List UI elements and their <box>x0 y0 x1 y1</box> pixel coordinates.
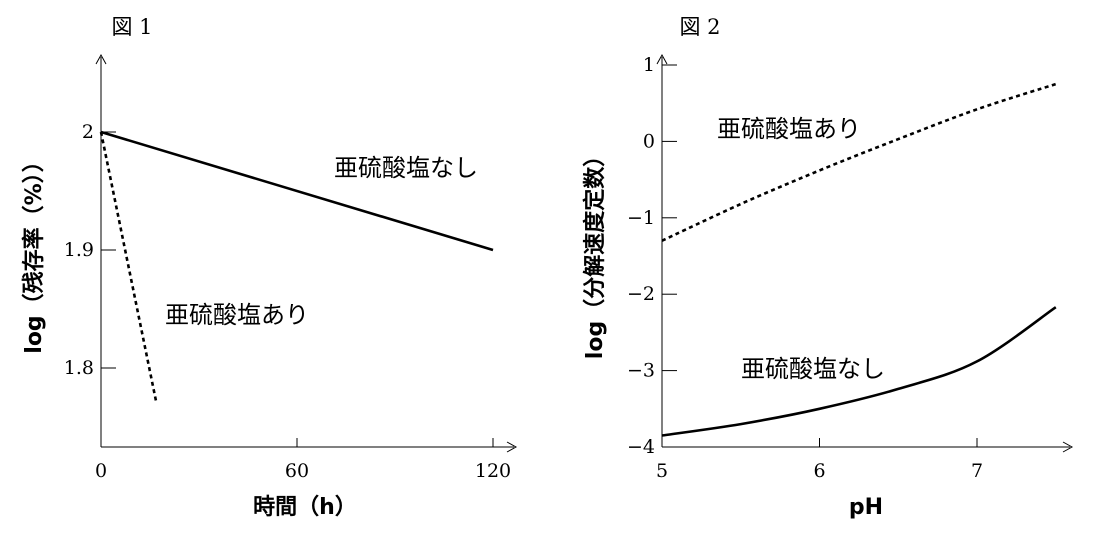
chart-2-x-axis-arrow <box>1062 441 1074 453</box>
chart-1-y-tick-label: 2 <box>82 121 94 143</box>
chart-2-series-no-sulfite-line <box>661 306 1057 437</box>
chart-1-series-no-sulfite-line <box>100 130 494 252</box>
chart-1-label-no-sulfite: 亜硫酸塩なし <box>334 154 478 182</box>
chart-2-title: 図 2 <box>679 15 720 39</box>
chart-2-y-tick-label: 1 <box>643 54 655 76</box>
chart-2-x-axis-label: pH <box>849 495 883 520</box>
chart-1-ticks: 0 60 120 1.8 1.9 2 <box>64 121 511 482</box>
chart-2-x-tick-label: 5 <box>656 460 668 482</box>
chart-2-label-no-sulfite: 亜硫酸塩なし <box>741 355 885 383</box>
chart-2-y-tick-label: −4 <box>627 436 655 458</box>
chart-2-y-tick-label: 0 <box>643 130 655 152</box>
chart-2-x-tick-label: 6 <box>813 460 825 482</box>
chart-1-label-with-sulfite: 亜硫酸塩あり <box>165 301 309 329</box>
chart-2-axes <box>656 53 1074 453</box>
chart-2-y-tick-label: −2 <box>627 283 655 305</box>
chart-1-x-tick-label: 60 <box>285 460 309 482</box>
chart-1-x-tick-label: 120 <box>475 460 511 482</box>
chart-1-x-axis-label: 時間（h） <box>253 495 357 520</box>
chart-2-series-with-sulfite-line <box>661 82 1057 242</box>
chart-2-ticks: 5 6 7 −4 −3 −2 −1 0 1 <box>627 54 983 482</box>
chart-2: 図 2 5 6 7 −4 −3 −2 −1 0 1 亜硫酸塩あり 亜硫酸塩なし pH log（分… <box>582 15 1074 520</box>
chart-1-y-axis-label: log（残存率（%）） <box>21 150 47 353</box>
chart-2-y-tick-label: −1 <box>627 207 655 229</box>
chart-2-x-tick-label: 7 <box>971 460 983 482</box>
chart-1: 図 1 0 60 120 1.8 1.9 2 亜硫酸塩なし 亜硫酸塩あり 時間（h） lo… <box>21 15 518 520</box>
chart-1-y-tick-label: 1.8 <box>64 357 94 379</box>
chart-2-series <box>661 82 1057 437</box>
chart-2-y-tick-label: −3 <box>627 360 655 382</box>
chart-1-y-tick-label: 1.9 <box>64 239 94 261</box>
chart-2-label-with-sulfite: 亜硫酸塩あり <box>717 115 861 143</box>
chart-1-series-with-sulfite-line <box>99 131 158 404</box>
chart-1-title: 図 1 <box>111 15 152 39</box>
chart-1-x-axis-arrow <box>506 441 518 453</box>
chart-1-y-axis-arrow <box>95 53 107 65</box>
chart-2-y-axis-arrow <box>656 53 668 65</box>
chart-1-axes <box>95 53 518 453</box>
chart-1-x-tick-label: 0 <box>95 460 107 482</box>
chart-1-series <box>99 130 494 404</box>
chart-2-y-axis-label: log（分解速度定数） <box>582 145 608 359</box>
